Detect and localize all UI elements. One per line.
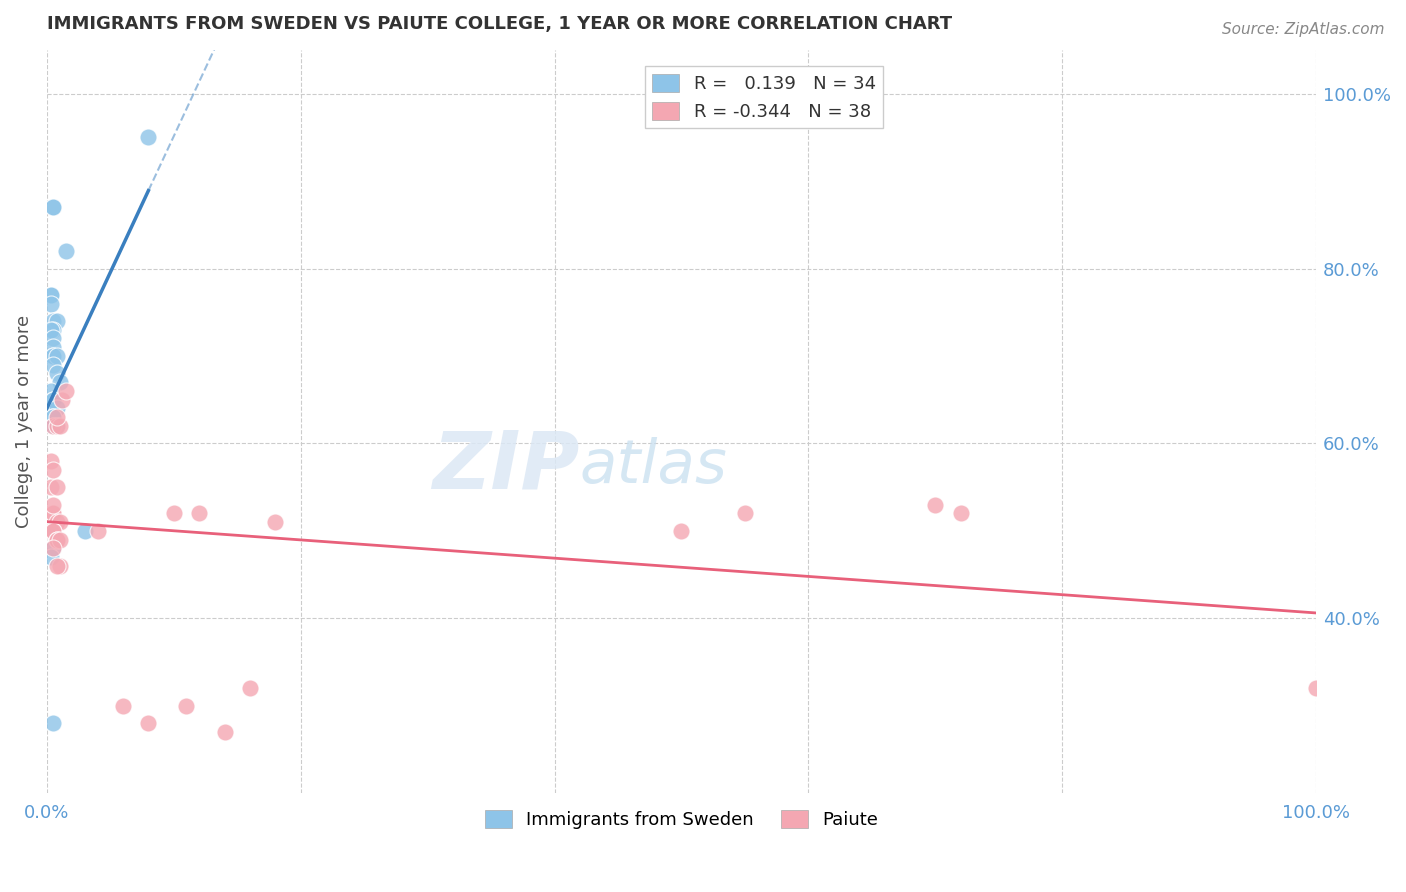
- Point: [42, 349, 65, 363]
- Point: [48, 515, 70, 529]
- Point: [42, 419, 65, 434]
- Point: [39, 287, 62, 301]
- Point: [138, 716, 160, 731]
- Point: [163, 507, 186, 521]
- Point: [42, 541, 65, 556]
- Point: [39, 524, 62, 538]
- Point: [214, 725, 236, 739]
- Point: [42, 392, 65, 407]
- Point: [42, 340, 65, 354]
- Point: [46, 558, 69, 573]
- Point: [734, 507, 756, 521]
- Text: atlas: atlas: [579, 437, 728, 496]
- Point: [42, 524, 65, 538]
- Point: [46, 410, 69, 425]
- Point: [42, 200, 65, 214]
- Point: [42, 392, 65, 407]
- Point: [46, 349, 69, 363]
- Point: [42, 524, 65, 538]
- Point: [42, 200, 65, 214]
- Point: [42, 498, 65, 512]
- Point: [924, 498, 946, 512]
- Point: [42, 507, 65, 521]
- Point: [138, 130, 160, 145]
- Point: [39, 287, 62, 301]
- Point: [48, 376, 70, 390]
- Point: [48, 419, 70, 434]
- Point: [42, 716, 65, 731]
- Point: [42, 410, 65, 425]
- Point: [39, 296, 62, 310]
- Text: ZIP: ZIP: [433, 427, 579, 505]
- Point: [42, 349, 65, 363]
- Point: [42, 541, 65, 556]
- Point: [42, 463, 65, 477]
- Point: [42, 314, 65, 328]
- Point: [39, 550, 62, 565]
- Point: [949, 507, 972, 521]
- Point: [51, 392, 73, 407]
- Point: [176, 698, 198, 713]
- Point: [55, 384, 77, 398]
- Point: [42, 331, 65, 345]
- Point: [39, 323, 62, 337]
- Point: [55, 244, 77, 258]
- Point: [86, 524, 108, 538]
- Legend: Immigrants from Sweden, Paiute: Immigrants from Sweden, Paiute: [478, 803, 886, 837]
- Text: IMMIGRANTS FROM SWEDEN VS PAIUTE COLLEGE, 1 YEAR OR MORE CORRELATION CHART: IMMIGRANTS FROM SWEDEN VS PAIUTE COLLEGE…: [46, 15, 952, 33]
- Point: [39, 524, 62, 538]
- Point: [42, 524, 65, 538]
- Point: [46, 533, 69, 547]
- Point: [1305, 681, 1327, 696]
- Point: [39, 454, 62, 468]
- Point: [48, 558, 70, 573]
- Point: [46, 419, 69, 434]
- Point: [46, 401, 69, 416]
- Point: [239, 681, 262, 696]
- Point: [42, 507, 65, 521]
- Point: [48, 533, 70, 547]
- Point: [73, 524, 96, 538]
- Point: [42, 410, 65, 425]
- Y-axis label: College, 1 year or more: College, 1 year or more: [15, 315, 32, 528]
- Point: [42, 419, 65, 434]
- Point: [46, 314, 69, 328]
- Point: [39, 480, 62, 494]
- Point: [46, 533, 69, 547]
- Point: [46, 367, 69, 381]
- Point: [42, 358, 65, 372]
- Point: [46, 480, 69, 494]
- Point: [112, 698, 135, 713]
- Point: [42, 323, 65, 337]
- Point: [264, 515, 287, 529]
- Point: [671, 524, 693, 538]
- Point: [42, 524, 65, 538]
- Text: Source: ZipAtlas.com: Source: ZipAtlas.com: [1222, 22, 1385, 37]
- Point: [46, 419, 69, 434]
- Point: [39, 384, 62, 398]
- Point: [46, 515, 69, 529]
- Point: [188, 507, 211, 521]
